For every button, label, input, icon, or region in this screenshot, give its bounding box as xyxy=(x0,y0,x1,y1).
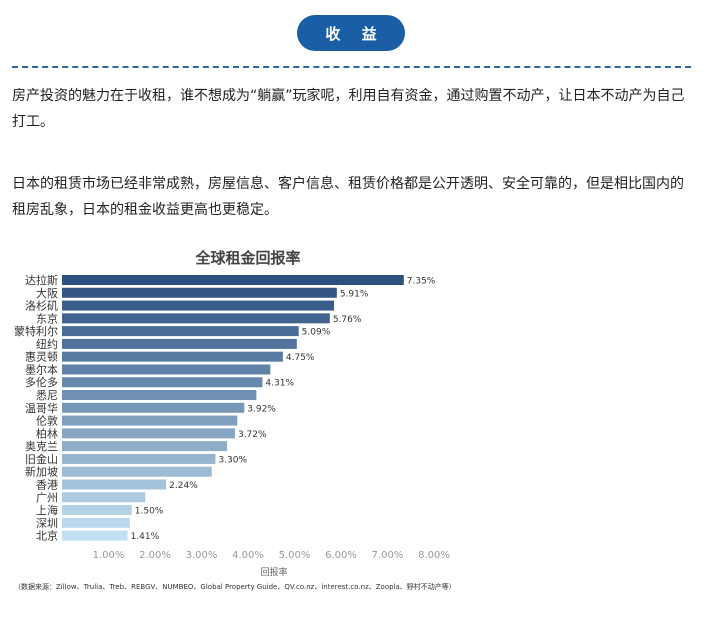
data-label: 5.76% xyxy=(333,315,362,325)
x-tick-label: 6.00% xyxy=(325,550,357,561)
data-label: 3.30% xyxy=(218,455,247,465)
x-axis-title: 回报率 xyxy=(260,566,287,578)
bar xyxy=(62,390,257,401)
x-tick-label: 2.00% xyxy=(139,550,171,561)
data-label: 4.75% xyxy=(286,353,315,363)
data-label: 7.35% xyxy=(407,277,436,287)
bar xyxy=(62,479,167,490)
category-label: 伦敦 xyxy=(36,414,58,428)
bar xyxy=(62,466,212,477)
category-label: 上海 xyxy=(36,503,58,517)
bar xyxy=(62,441,228,452)
bar xyxy=(62,338,297,349)
dashed-divider xyxy=(12,66,691,68)
data-label: 3.92% xyxy=(247,404,276,414)
category-label: 新加坡 xyxy=(25,465,58,479)
data-label: 2.24% xyxy=(169,481,198,491)
category-label: 深圳 xyxy=(36,517,58,530)
category-label: 大阪 xyxy=(36,286,58,300)
x-tick-label: 7.00% xyxy=(372,550,404,561)
category-label: 香港 xyxy=(36,478,58,491)
data-source-note: （数据来源：Zillow、Trulia、Treb、REBGV、NUMBEO、Gl… xyxy=(14,583,456,591)
bar xyxy=(62,287,337,298)
data-label: 4.31% xyxy=(265,379,294,389)
x-tick-label: 4.00% xyxy=(232,550,264,561)
x-tick-label: 3.00% xyxy=(186,550,218,561)
bar xyxy=(62,530,128,541)
bar xyxy=(62,300,335,311)
category-label: 奥克兰 xyxy=(25,439,58,453)
bar xyxy=(62,313,330,324)
category-label: 惠灵顿 xyxy=(25,350,58,364)
data-label: 1.41% xyxy=(131,532,160,542)
bar xyxy=(62,377,263,388)
category-label: 北京 xyxy=(36,529,58,543)
paragraph-market: 日本的租赁市场已经非常成熟，房屋信息、客户信息、租赁价格都是公开透明、安全可靠的… xyxy=(12,176,684,218)
section-title-button[interactable]: 收 益 xyxy=(297,15,405,51)
x-tick-label: 8.00% xyxy=(418,550,450,561)
data-label: 5.09% xyxy=(302,328,331,338)
bar xyxy=(62,453,216,464)
bar xyxy=(62,517,130,528)
category-label: 洛杉矶 xyxy=(25,299,58,313)
category-label: 柏林 xyxy=(36,426,58,440)
bar xyxy=(62,364,271,375)
category-label: 广州 xyxy=(36,491,58,504)
data-label: 1.50% xyxy=(135,507,164,517)
x-tick-label: 1.00% xyxy=(93,550,125,561)
bar xyxy=(62,275,404,285)
bar xyxy=(62,428,235,439)
category-label: 多伦多 xyxy=(25,375,58,389)
x-tick-label: 5.00% xyxy=(279,550,311,561)
data-label: 3.72% xyxy=(238,430,267,440)
category-label: 旧金山 xyxy=(25,452,58,466)
data-label: 5.91% xyxy=(340,289,369,299)
category-label: 温哥华 xyxy=(25,401,58,415)
bar xyxy=(62,351,283,362)
bar xyxy=(62,326,299,337)
bar xyxy=(62,505,132,516)
bar xyxy=(62,492,146,503)
category-label: 墨尔本 xyxy=(25,362,58,376)
category-label: 纽约 xyxy=(36,337,58,351)
category-label: 东京 xyxy=(36,311,58,325)
chart-title: 全球租金回报率 xyxy=(195,249,301,267)
bar xyxy=(62,415,238,426)
category-label: 悉尼 xyxy=(36,389,58,402)
paragraph-intro: 房产投资的魅力在于收租，谁不想成为“躺赢”玩家呢，利用自有资金，通过购置不动产，… xyxy=(12,88,685,130)
category-label: 蒙特利尔 xyxy=(14,324,58,338)
bar xyxy=(62,402,245,413)
category-label: 达拉斯 xyxy=(25,273,58,287)
